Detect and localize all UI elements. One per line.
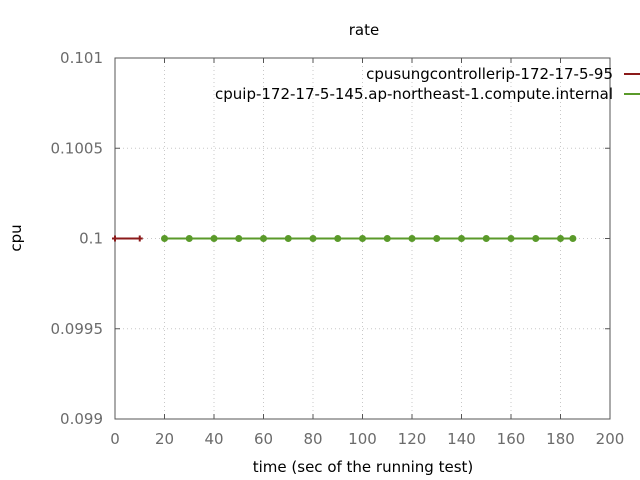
- data-point: [112, 235, 118, 242]
- data-point: [235, 235, 243, 242]
- data-point: [433, 235, 441, 242]
- x-tick-label: 160: [497, 430, 526, 448]
- x-tick-label: 60: [254, 430, 273, 448]
- x-tick-label: 200: [596, 430, 625, 448]
- data-point: [359, 235, 366, 242]
- data-point: [569, 235, 577, 242]
- data-point: [309, 235, 317, 242]
- series-group: [112, 235, 577, 242]
- data-point: [210, 235, 218, 242]
- y-tick-label: 0.101: [60, 49, 103, 67]
- x-tick-label: 180: [546, 430, 575, 448]
- y-tick-label: 0.099: [60, 410, 103, 428]
- data-point: [482, 235, 490, 242]
- x-tick-label: 100: [348, 430, 377, 448]
- series-1: [112, 235, 143, 242]
- data-point: [507, 235, 515, 242]
- data-point: [161, 235, 168, 242]
- data-point: [458, 235, 465, 242]
- x-axis-label: time (sec of the running test): [253, 458, 474, 476]
- axis-ticks: 0 20 40 60 80 100 120 140 160 180 200 0.099 0.0995 0.…: [51, 49, 625, 448]
- data-point: [532, 235, 540, 242]
- x-tick-label: 0: [110, 430, 120, 448]
- data-point: [408, 235, 416, 242]
- data-point: [260, 235, 267, 242]
- data-point: [284, 235, 292, 242]
- data-point: [185, 235, 193, 242]
- legend: cpusungcontrollerip-172-17-5-95 cpuip-172…: [215, 65, 640, 103]
- y-tick-label: 0.1005: [51, 139, 104, 157]
- y-tick-label: 0.1: [79, 230, 103, 248]
- legend-entry-2: cpuip-172-17-5-145.ap-northeast-1.comput…: [215, 85, 640, 103]
- data-point: [334, 235, 342, 242]
- x-tick-label: 20: [155, 430, 174, 448]
- y-axis-label: cpu: [7, 224, 25, 251]
- data-point: [557, 235, 564, 242]
- x-tick-label: 120: [398, 430, 427, 448]
- x-tick-label: 40: [204, 430, 223, 448]
- series-2: [161, 235, 577, 242]
- data-point: [383, 235, 391, 242]
- y-tick-label: 0.0995: [51, 320, 104, 338]
- legend-label: cpusungcontrollerip-172-17-5-95: [366, 65, 613, 83]
- chart-title: rate: [349, 21, 379, 39]
- x-tick-label: 80: [303, 430, 322, 448]
- legend-label: cpuip-172-17-5-145.ap-northeast-1.comput…: [215, 85, 613, 103]
- x-tick-label: 140: [447, 430, 476, 448]
- data-point: [136, 235, 143, 242]
- legend-entry-1: cpusungcontrollerip-172-17-5-95: [366, 65, 640, 83]
